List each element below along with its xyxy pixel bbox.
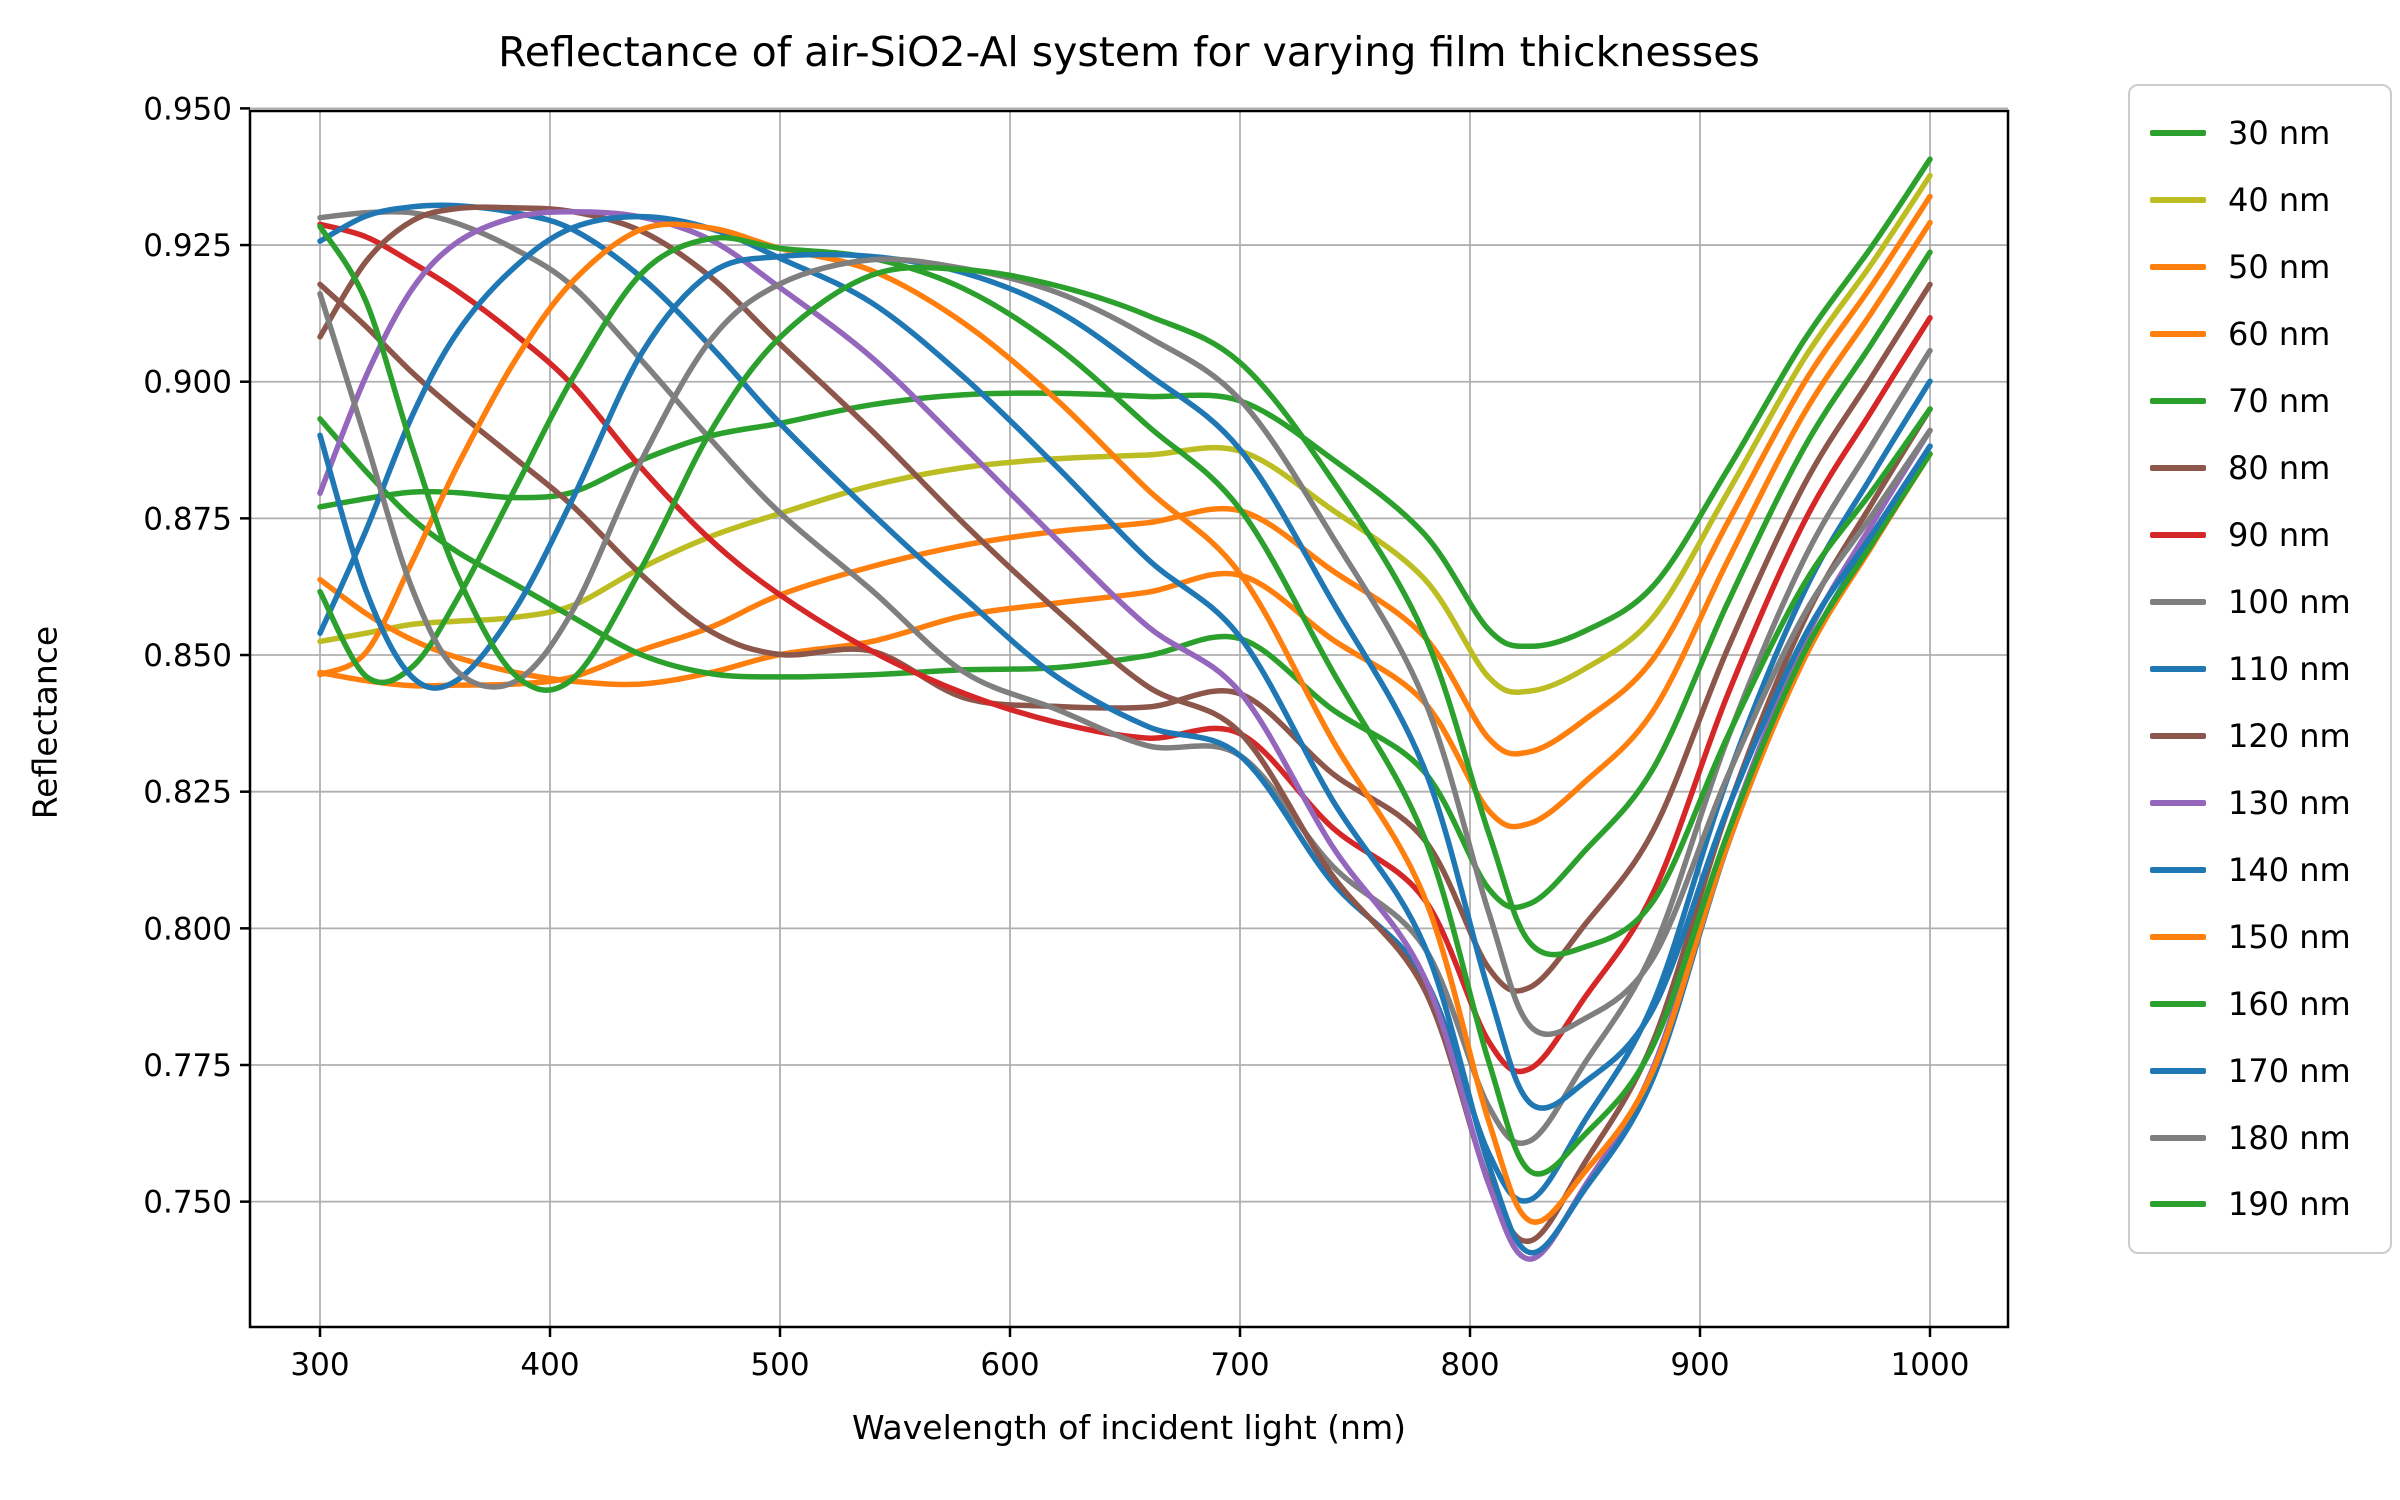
legend-item: 60 nm (2150, 318, 2390, 350)
legend-label: 110 nm (2228, 649, 2351, 688)
legend-item: 120 nm (2150, 720, 2390, 752)
legend-swatch-line (2150, 732, 2206, 739)
legend-item: 50 nm (2150, 251, 2390, 283)
legend-label: 30 nm (2228, 114, 2331, 153)
series-line-190nm (317, 223, 1933, 958)
legend-swatch-line (2150, 665, 2206, 672)
legend-label: 60 nm (2228, 315, 2331, 354)
legend-label: 150 nm (2228, 917, 2351, 956)
legend-swatch-line (2150, 398, 2206, 405)
legend-swatch-line (2150, 197, 2206, 204)
legend-swatch-line (2150, 331, 2206, 338)
legend-swatch-line (2150, 532, 2206, 539)
legend-swatch-line (2150, 1000, 2206, 1007)
series-line-90nm (317, 221, 1933, 1075)
x-tick-label: 1000 (1891, 1347, 1970, 1383)
x-tick-label: 600 (980, 1347, 1039, 1383)
chart-title: Reflectance of air-SiO2-Al system for va… (498, 28, 1760, 76)
legend-swatch-line (2150, 264, 2206, 271)
x-tick-label: 300 (290, 1347, 349, 1383)
series-line-120nm (317, 204, 1933, 1244)
legend-item: 80 nm (2150, 452, 2390, 484)
series-line-70nm (317, 249, 1933, 911)
legend-label: 40 nm (2228, 181, 2331, 220)
legend-item: 110 nm (2150, 653, 2390, 685)
series-line-50nm (317, 193, 1933, 757)
legend-label: 120 nm (2228, 716, 2351, 755)
y-tick-label: 0.800 (143, 911, 232, 947)
legend-item: 70 nm (2150, 385, 2390, 417)
legend-label: 130 nm (2228, 783, 2351, 822)
y-tick-label: 0.950 (143, 91, 232, 127)
x-axis-label: Wavelength of incident light (nm) (852, 1408, 1406, 1447)
legend-swatch-line (2150, 799, 2206, 806)
legend-swatch-line (2150, 933, 2206, 940)
legend-swatch-line (2150, 1134, 2206, 1141)
legend-item: 90 nm (2150, 519, 2390, 551)
legend-label: 90 nm (2228, 516, 2331, 555)
legend-swatch-line (2150, 1067, 2206, 1074)
legend-item: 150 nm (2150, 921, 2390, 953)
legend-item: 30 nm (2150, 117, 2390, 149)
y-tick-label: 0.825 (143, 775, 232, 811)
legend-swatch-line (2150, 599, 2206, 606)
legend-label: 190 nm (2228, 1185, 2351, 1224)
series-line-170nm (317, 251, 1933, 1111)
series-line-180nm (317, 256, 1933, 1038)
series-line-30nm (317, 156, 1933, 650)
legend-label: 70 nm (2228, 382, 2331, 421)
y-tick-label: 0.925 (143, 228, 232, 264)
y-tick-label: 0.900 (143, 365, 232, 401)
x-tick-label: 400 (520, 1347, 579, 1383)
x-tick-label: 800 (1440, 1347, 1499, 1383)
legend: 30 nm 40 nm 50 nm 60 nm 70 nm 80 nm 90 nm 100 n… (2128, 84, 2392, 1254)
legend-swatch-line (2150, 130, 2206, 137)
legend-label: 100 nm (2228, 583, 2351, 622)
y-tick-label: 0.875 (143, 501, 232, 537)
legend-item: 160 nm (2150, 988, 2390, 1020)
legend-label: 170 nm (2228, 1051, 2351, 1090)
legend-item: 180 nm (2150, 1122, 2390, 1154)
series-line-160nm (317, 234, 1933, 1177)
legend-swatch-line (2150, 465, 2206, 472)
x-tick-label: 500 (750, 1347, 809, 1383)
x-tick-label: 700 (1210, 1347, 1269, 1383)
legend-item: 170 nm (2150, 1055, 2390, 1087)
legend-item: 130 nm (2150, 787, 2390, 819)
legend-label: 160 nm (2228, 984, 2351, 1023)
legend-label: 140 nm (2228, 850, 2351, 889)
legend-label: 50 nm (2228, 248, 2331, 287)
series-line-150nm (317, 221, 1933, 1225)
legend-swatch-line (2150, 1201, 2206, 1208)
legend-item: 40 nm (2150, 184, 2390, 216)
axes-frame (248, 109, 2010, 1329)
legend-label: 180 nm (2228, 1118, 2351, 1157)
legend-item: 140 nm (2150, 854, 2390, 886)
legend-swatch-line (2150, 866, 2206, 873)
y-tick-label: 0.775 (143, 1048, 232, 1084)
series-line-40nm (317, 172, 1933, 695)
y-tick-label: 0.750 (143, 1185, 232, 1221)
legend-item: 100 nm (2150, 586, 2390, 618)
legend-item: 190 nm (2150, 1188, 2390, 1220)
series-line-80nm (317, 281, 1933, 994)
y-axis-label: Reflectance (25, 625, 65, 820)
legend-label: 80 nm (2228, 449, 2331, 488)
series-line-60nm (317, 219, 1933, 830)
x-tick-label: 900 (1670, 1347, 1729, 1383)
y-tick-label: 0.850 (143, 638, 232, 674)
